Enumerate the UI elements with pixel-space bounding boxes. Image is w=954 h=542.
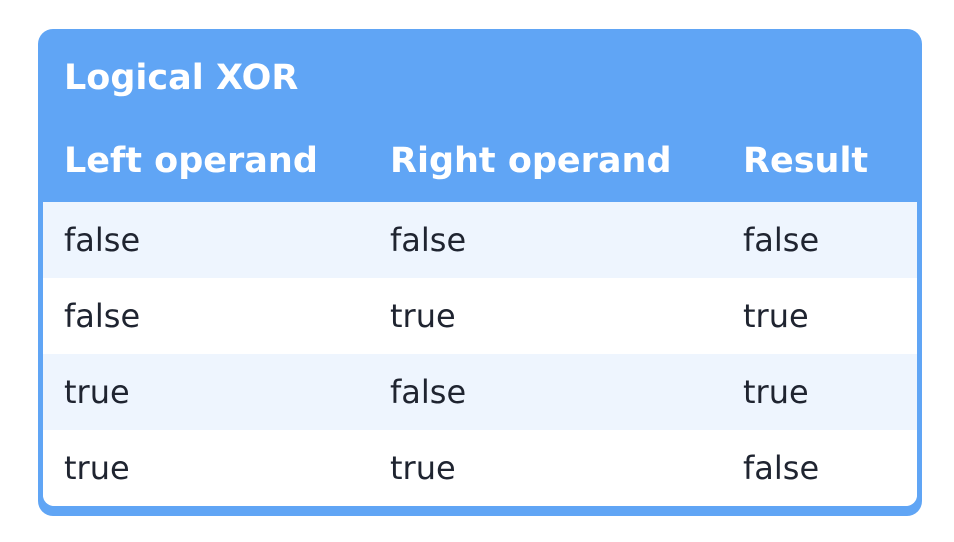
column-header-right-operand: Right operand (390, 141, 672, 181)
column-header-left-operand: Left operand (64, 141, 318, 181)
cell-result: false (743, 449, 820, 487)
xor-truth-table: Logical XOR Left operand Right operand R… (38, 29, 922, 516)
table-row: false true true (43, 278, 917, 354)
cell-result: true (743, 373, 809, 411)
cell-left-operand: true (64, 373, 130, 411)
cell-right-operand: false (390, 221, 467, 259)
table-row: false false false (43, 202, 917, 278)
table-title: Logical XOR (64, 58, 299, 98)
column-header-result: Result (743, 141, 869, 181)
cell-right-operand: false (390, 373, 467, 411)
cell-left-operand: false (64, 297, 141, 335)
cell-right-operand: true (390, 297, 456, 335)
cell-result: true (743, 297, 809, 335)
cell-right-operand: true (390, 449, 456, 487)
table-header-row: Left operand Right operand Result (38, 141, 922, 181)
table-body: false false false false true true true f… (43, 202, 917, 506)
cell-result: false (743, 221, 820, 259)
table-row: true false true (43, 354, 917, 430)
table-row: true true false (43, 430, 917, 506)
cell-left-operand: true (64, 449, 130, 487)
cell-left-operand: false (64, 221, 141, 259)
